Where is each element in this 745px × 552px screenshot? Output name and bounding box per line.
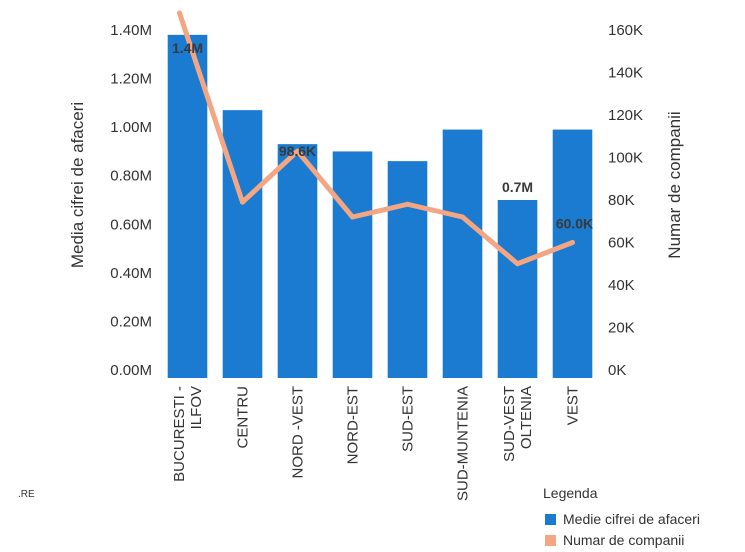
line-point <box>350 214 355 220</box>
bar <box>167 34 208 378</box>
right-tick-label: 80K <box>608 192 635 209</box>
line-point <box>515 261 520 267</box>
right-axis: 0K 20K 40K 60K 80K 100K 120K 140K 160K <box>608 22 643 379</box>
bar <box>332 151 373 378</box>
left-tick-label: 1.00M <box>110 119 152 136</box>
bar <box>277 144 318 378</box>
bar <box>497 200 538 378</box>
bar <box>387 161 428 378</box>
data-label: 60.0K <box>556 216 593 232</box>
bar <box>222 110 263 379</box>
right-tick-label: 20K <box>608 320 635 337</box>
line-point <box>570 240 575 245</box>
left-tick-label: 0.20M <box>110 313 152 330</box>
category-label: CENTRU <box>235 386 252 449</box>
category-label: SUD-VESTOLTENIA <box>501 386 535 462</box>
footnote-fragment: .RE <box>18 489 35 500</box>
labels-layer: 1.4M 98.6K 0.7M 60.0K <box>172 40 593 232</box>
legend-label-line: Numar de companii <box>563 532 684 548</box>
data-label: 1.4M <box>172 40 203 56</box>
legend-swatch-bars <box>545 514 556 525</box>
left-tick-label: 0.60M <box>110 216 152 233</box>
right-tick-label: 40K <box>608 277 635 294</box>
line-point <box>177 10 182 16</box>
legend-swatch-line <box>545 535 556 546</box>
right-tick-label: 60K <box>608 235 635 252</box>
line-point <box>240 199 245 205</box>
legend-title: Legenda <box>543 485 598 501</box>
category-label: NORD -VEST <box>290 386 307 479</box>
right-tick-label: 160K <box>608 22 643 39</box>
left-axis-title: Media cifrei de afaceri <box>68 102 87 268</box>
category-label: NORD-EST <box>345 386 362 464</box>
bar <box>442 129 483 378</box>
line-point <box>460 214 465 220</box>
bar <box>552 129 593 378</box>
legend-label-bars: Medie cifrei de afaceri <box>563 511 700 527</box>
left-tick-label: 1.40M <box>110 22 152 39</box>
left-tick-label: 0.80M <box>110 168 152 185</box>
line-point <box>405 201 410 207</box>
left-tick-label: 0.40M <box>110 265 152 282</box>
category-label: SUD-MUNTENIA <box>455 386 472 501</box>
right-tick-label: 120K <box>608 107 643 124</box>
line-point <box>295 148 300 154</box>
right-tick-label: 100K <box>608 150 643 167</box>
category-axis: BUCURESTI -ILFOV CENTRU NORD -VEST NORD-EST… <box>171 386 582 501</box>
left-tick-label: 0.00M <box>110 362 152 379</box>
bars-layer <box>167 34 593 379</box>
category-label: SUD-EST <box>400 386 417 452</box>
category-label: BUCURESTI -ILFOV <box>171 386 205 482</box>
category-label: VEST <box>565 386 582 425</box>
right-tick-label: 140K <box>608 65 643 82</box>
right-tick-label: 0K <box>608 362 626 379</box>
line-series <box>177 10 575 267</box>
left-axis: 0.00M 0.20M 0.40M 0.60M 0.80M 1.00M 1.20M 1.40M <box>110 22 152 379</box>
data-label: 98.6K <box>279 143 316 159</box>
right-axis-title: Numar de companii <box>665 111 684 258</box>
legend: Legenda Medie cifrei de afaceri Numar de… <box>543 485 700 548</box>
left-tick-label: 1.20M <box>110 71 152 88</box>
line-layer <box>177 10 575 267</box>
data-label: 0.7M <box>502 179 533 195</box>
